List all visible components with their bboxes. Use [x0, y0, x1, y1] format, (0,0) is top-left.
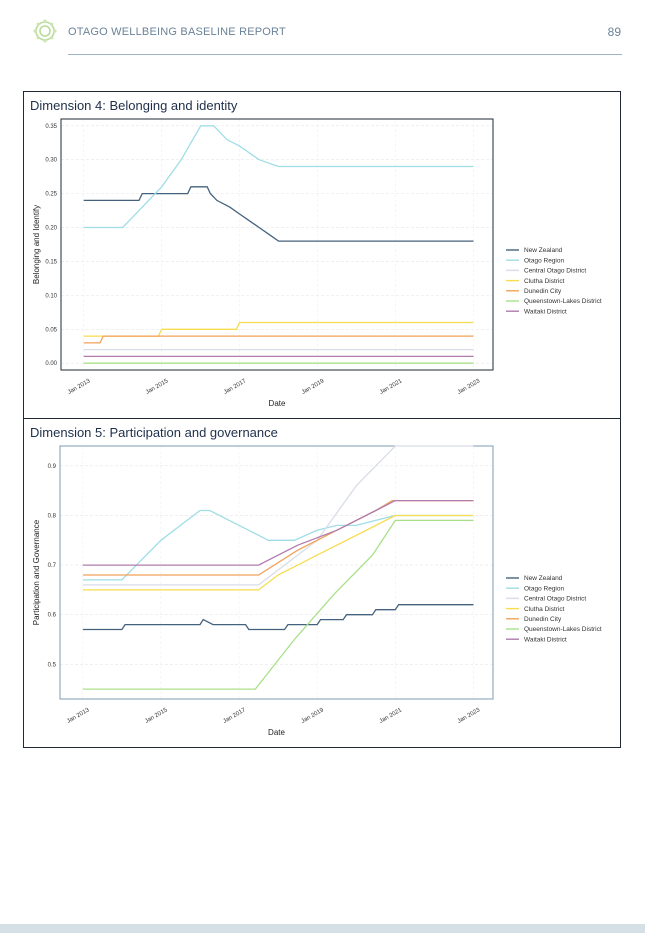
- plot-frame: [60, 118, 494, 371]
- header-divider: [68, 54, 622, 55]
- legend-label: Otago Region: [524, 257, 564, 264]
- series-line: [82, 514, 474, 591]
- legend-label: Dunedin City: [524, 616, 562, 623]
- belonging-chart: 0.00 0.05 0.10 0.15 0.20 0.25 0.30 0.35 Jan 2013…: [32, 118, 602, 408]
- legend-label: Queenstown-Lakes District: [524, 626, 602, 633]
- panel-title: Dimension 5: Participation and governanc…: [30, 425, 278, 440]
- y-tick-label: 0.15: [45, 259, 57, 265]
- y-tick-label: 0.20: [45, 226, 57, 232]
- page-number: 89: [607, 25, 621, 39]
- series-line: [82, 604, 474, 631]
- series-line: [82, 509, 474, 581]
- y-tick-label: 0.6: [48, 613, 57, 619]
- x-tick-label: Jan 2017: [223, 378, 248, 396]
- x-tick-label: Jan 2013: [67, 378, 92, 396]
- participation-chart: 0.5 0.6 0.7 0.8 0.9 Jan 2013 Jan 2015 Jan 2017 J…: [32, 445, 602, 737]
- y-axis-title: Belonging and Identify: [32, 205, 41, 284]
- x-tick-label: Jan 2021: [379, 378, 404, 396]
- legend-label: New Zealand: [524, 575, 563, 582]
- legend-label: Waitaki District: [524, 636, 567, 643]
- plot-frame: [59, 445, 494, 700]
- legend-label: New Zealand: [524, 247, 563, 254]
- x-tick-label: Jan 2013: [66, 707, 91, 725]
- y-tick-label: 0.05: [45, 327, 57, 333]
- panel-title: Dimension 4: Belonging and identity: [30, 98, 238, 113]
- chart-panel-participation: 0.5 0.6 0.7 0.8 0.9 Jan 2013 Jan 2015 Jan 2017 J…: [23, 418, 621, 748]
- legend-label: Central Otago District: [524, 268, 586, 275]
- series-line: [82, 445, 474, 586]
- y-tick-label: 0.30: [45, 158, 57, 164]
- y-axis-title: Participation and Governance: [32, 519, 41, 625]
- y-tick-label: 0.00: [45, 361, 57, 367]
- chart-panel-belonging: 0.00 0.05 0.10 0.15 0.20 0.25 0.30 0.35 Jan 2013…: [23, 91, 621, 420]
- series-line: [82, 499, 474, 576]
- legend-label: Clutha District: [524, 606, 565, 613]
- x-tick-label: Jan 2023: [457, 707, 482, 725]
- legend-label: Clutha District: [524, 278, 565, 285]
- footer-bar: [0, 924, 645, 933]
- legend-label: Dunedin City: [524, 288, 562, 295]
- legend-label: Queenstown-Lakes District: [524, 298, 602, 305]
- y-tick-label: 0.7: [48, 563, 57, 569]
- legend-label: Waitaki District: [524, 308, 567, 315]
- x-tick-label: Jan 2017: [222, 707, 247, 725]
- x-tick-label: Jan 2019: [301, 378, 326, 396]
- y-tick-label: 0.5: [48, 662, 57, 668]
- wellbeing-logo-icon: [33, 19, 57, 43]
- x-tick-label: Jan 2019: [300, 707, 325, 725]
- series-line: [83, 186, 474, 242]
- y-tick-label: 0.8: [48, 513, 57, 519]
- series-line: [82, 499, 474, 566]
- x-tick-label: Jan 2015: [145, 378, 170, 396]
- y-tick-label: 0.35: [45, 124, 57, 130]
- page-header: OTAGO WELLBEING BASELINE REPORT 89: [0, 0, 645, 60]
- report-title: OTAGO WELLBEING BASELINE REPORT: [68, 26, 286, 38]
- x-tick-label: Jan 2023: [457, 378, 482, 396]
- legend-label: Central Otago District: [524, 596, 586, 603]
- y-tick-label: 0.9: [48, 464, 57, 470]
- x-axis-title: Date: [268, 728, 285, 737]
- series-line: [83, 125, 474, 229]
- y-tick-label: 0.10: [45, 293, 57, 299]
- x-tick-label: Jan 2015: [144, 707, 169, 725]
- legend-label: Otago Region: [524, 585, 564, 592]
- x-axis-title: Date: [269, 399, 286, 408]
- series-line: [82, 519, 474, 690]
- x-tick-label: Jan 2021: [379, 707, 404, 725]
- series-line: [83, 335, 474, 344]
- y-tick-label: 0.25: [45, 192, 57, 198]
